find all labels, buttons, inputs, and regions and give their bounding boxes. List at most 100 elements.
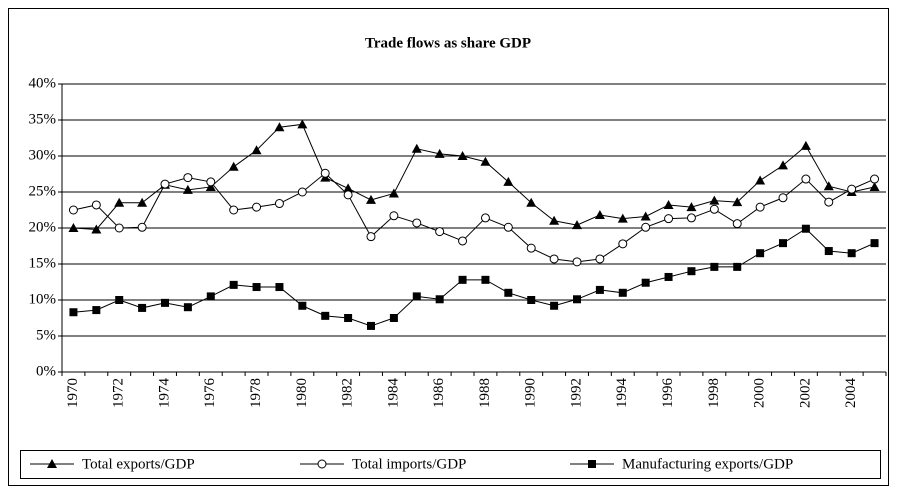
y-tick-label: 40% [29,75,57,91]
square-marker [252,283,261,292]
circle-marker [595,254,605,264]
square-marker [550,301,559,310]
square-marker [138,303,147,312]
square-marker [69,308,78,317]
square-marker [588,460,596,468]
circle-marker [618,239,628,249]
triangle-marker [480,156,491,166]
triangle-marker [457,151,468,160]
y-tick-label: 35% [29,111,57,127]
square-marker [458,275,467,284]
circle-marker [755,202,765,212]
triangle-marker [732,197,743,207]
legend-item: Total exports/GDP [30,456,195,472]
circle-marker [686,213,696,223]
triangle-marker [663,199,674,209]
triangle-marker [182,184,193,194]
x-tick-label: 2004 [843,378,859,409]
square-marker [710,262,719,271]
triangle-marker [137,197,148,207]
triangle-marker [114,197,125,207]
square-marker [435,295,444,304]
x-tick-label: 1996 [660,378,676,409]
series-line [73,123,875,230]
circle-marker [824,197,834,207]
square-marker [687,267,696,276]
triangle-marker [526,197,537,207]
circle-marker [641,222,651,232]
y-tick-label: 30% [29,147,57,163]
square-marker [595,285,604,294]
triangle-marker [91,224,102,234]
y-tick-label: 5% [36,327,56,343]
legend-label: Total exports/GDP [82,456,195,472]
circle-marker [435,227,445,237]
triangle-marker [388,188,399,198]
circle-marker [366,232,376,242]
x-tick-label: 1974 [156,378,172,409]
triangle-marker [778,160,788,170]
y-tick-label: 15% [29,255,57,271]
square-marker [756,249,765,258]
square-marker [504,288,513,297]
x-tick-label: 1982 [340,378,356,408]
square-marker [618,288,627,297]
triangle-marker [228,161,239,171]
circle-marker [229,205,239,215]
circle-marker [664,214,674,224]
circle-marker [137,222,147,232]
triangle-marker [594,210,605,220]
triangle-marker [274,122,285,132]
triangle-marker [869,181,880,191]
triangle-marker [572,220,582,230]
square-marker [229,280,238,289]
square-marker [733,262,742,271]
triangle-marker [709,195,720,205]
chart-title: Trade flows as share GDP [365,35,531,51]
square-marker [573,295,581,304]
x-tick-label: 1978 [248,378,264,408]
x-tick-label: 1990 [523,378,539,408]
square-marker [412,292,421,301]
square-marker [275,283,284,292]
circle-marker [801,174,811,184]
triangle-marker [549,215,560,225]
circle-marker [503,222,513,232]
circle-marker [709,204,719,214]
triangle-marker [366,194,376,204]
square-marker [824,247,833,256]
x-tick-label: 2002 [797,378,813,408]
circle-marker [252,202,262,212]
circle-marker [732,219,742,229]
triangle-marker [297,119,308,129]
square-marker [298,301,307,310]
triangle-marker [205,181,216,191]
circle-marker [114,223,124,233]
square-marker [344,314,353,322]
circle-marker [343,190,353,200]
square-marker [115,296,124,304]
square-marker [664,272,673,281]
circle-marker [183,173,193,183]
circle-marker [847,184,857,194]
chart-border [8,8,889,486]
square-marker [481,275,490,284]
x-tick-label: 1992 [568,378,584,408]
x-tick-label: 1984 [385,378,401,409]
triangle-marker [47,459,57,468]
x-tick-label: 1972 [111,378,127,408]
x-tick-label: 1976 [202,378,218,409]
x-tick-label: 1986 [431,378,447,409]
square-marker [389,314,398,322]
circle-marker [274,199,284,209]
circle-marker [549,254,559,264]
triangle-marker [251,145,262,155]
square-marker [527,296,536,304]
legend-item: Manufacturing exports/GDP [570,456,793,472]
square-marker [92,306,101,315]
triangle-marker [411,143,422,153]
square-marker [367,321,375,330]
triangle-marker [755,175,766,185]
circle-marker [206,177,216,187]
y-tick-label: 20% [29,219,57,235]
